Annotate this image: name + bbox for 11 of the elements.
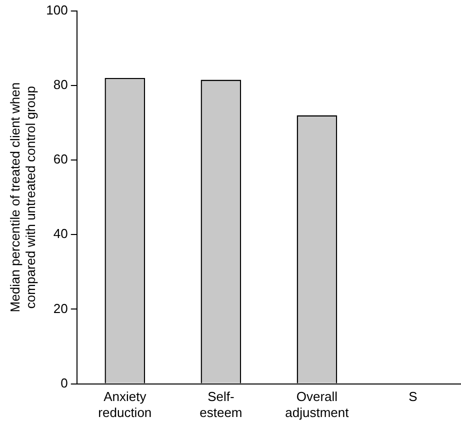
y-tick-label: 60 <box>53 152 68 167</box>
x-tick-label: Overall adjustment <box>285 389 350 420</box>
y-tick-label: 20 <box>53 300 68 316</box>
y-axis-title: Median percentile of treated client when compared with untreated control group <box>7 82 38 312</box>
y-tick-label: 40 <box>53 226 68 242</box>
y-tick-label: 100 <box>46 2 68 18</box>
x-tick-label: S <box>408 389 418 404</box>
x-tick-label: Anxiety reduction <box>98 389 152 420</box>
x-tick-label: Self- esteem <box>200 389 242 420</box>
y-tick-label: 0 <box>60 375 68 390</box>
y-tick-label: 80 <box>53 76 68 92</box>
